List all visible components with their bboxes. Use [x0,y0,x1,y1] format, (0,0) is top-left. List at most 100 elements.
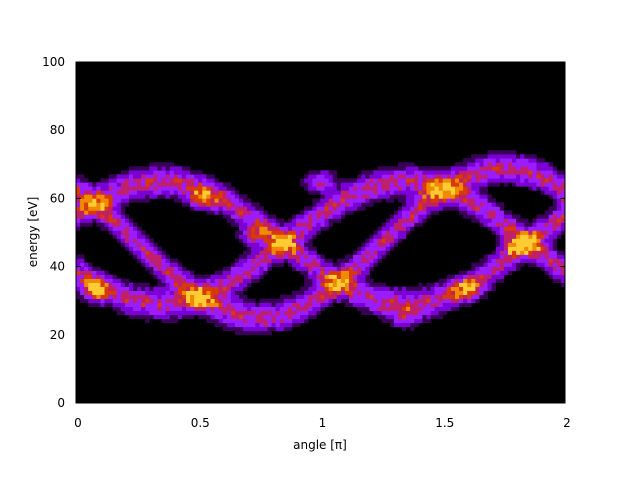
heatmap-cell [304,226,309,231]
heatmap-cell [226,314,232,320]
heatmap-cell [226,274,232,279]
heatmap-cell [271,322,276,328]
heatmap-cell [349,186,354,191]
heatmap-cell [499,230,505,235]
heatmap-cell [377,234,382,239]
heatmap-cell [410,298,415,303]
heatmap-cell [104,198,109,203]
heatmap-cell [141,234,146,239]
heatmap-cell [145,298,150,303]
heatmap-cell [361,310,366,316]
heatmap-cell [373,174,378,179]
heatmap-cell [316,174,321,179]
heatmap-cell [520,262,525,267]
heatmap-cell [198,310,203,316]
heatmap-cell [304,238,309,243]
heatmap-cell [198,278,203,283]
heatmap-cell [112,274,118,279]
heatmap-cell [247,258,252,263]
heatmap-cell [128,282,134,287]
heatmap-cell [430,210,435,215]
heatmap-cell [161,310,166,316]
heatmap-cell [475,162,480,167]
heatmap-cell [328,282,334,287]
heatmap-cell [479,174,484,179]
heatmap-cell [397,166,403,171]
heatmap-cell [308,210,313,215]
heatmap-cell [377,166,382,171]
heatmap-cell [190,178,195,183]
heatmap-cell [116,190,122,195]
heatmap-cell [471,170,476,175]
heatmap-cell [153,186,158,191]
heatmap-cell [239,294,244,299]
heatmap-cell [128,302,134,308]
heatmap-cell [190,182,195,187]
heatmap-cell [503,218,509,223]
heatmap-cell [361,190,366,195]
heatmap-cell [145,254,150,259]
heatmap-cell [344,274,350,279]
heatmap-cell [552,206,558,211]
heatmap-cell [406,306,411,312]
heatmap-cell [108,298,113,303]
heatmap-cell [112,218,118,223]
heatmap-cell [552,214,558,219]
heatmap-cell [263,210,268,215]
heatmap-cell [393,190,399,195]
heatmap-cell [198,314,203,320]
heatmap-cell [251,322,256,328]
heatmap-cell [291,238,297,243]
heatmap-cell [402,290,407,295]
heatmap-cell [487,286,492,291]
heatmap-cell [324,202,329,207]
heatmap-cell [524,238,529,243]
heatmap-cell [340,270,346,275]
heatmap-cell [397,286,403,291]
heatmap-cell [544,238,550,243]
heatmap-cell [369,254,374,259]
heatmap-cell [544,210,550,215]
heatmap-cell [324,266,329,271]
heatmap-cell [328,186,334,191]
heatmap-cell [556,194,562,199]
heatmap-cell [161,182,166,187]
heatmap-cell [463,210,468,215]
heatmap-cell [442,290,448,295]
heatmap-cell [157,182,162,187]
heatmap-cell [141,166,146,171]
heatmap-cell [165,298,171,303]
heatmap-cell [259,270,264,275]
heatmap-cell [402,326,407,332]
heatmap-cell [393,238,399,243]
heatmap-cell [365,254,370,259]
heatmap-cell [548,274,554,279]
heatmap-cell [80,274,85,279]
heatmap-cell [76,278,81,283]
heatmap-cell [100,286,105,291]
heatmap-cell [454,190,460,195]
heatmap-cell [402,322,407,328]
heatmap-cell [287,218,293,223]
heatmap-cell [96,266,101,271]
heatmap-cell [528,166,533,171]
heatmap-cell [133,194,138,199]
heatmap-cell [230,274,236,279]
heatmap-cell [84,186,89,191]
heatmap-cell [393,178,399,183]
heatmap-cell [381,222,387,227]
heatmap-cell [198,274,203,279]
heatmap-cell [161,306,166,312]
heatmap-cell [487,274,492,279]
heatmap-cell [536,218,541,223]
heatmap-cell [263,270,268,275]
heatmap-cell [463,214,468,219]
heatmap-cell [255,322,260,328]
heatmap-cell [304,290,309,295]
heatmap-cell [479,186,484,191]
heatmap-cell [108,206,113,211]
heatmap-cell [76,190,81,195]
heatmap-cell [332,194,338,199]
heatmap-cell [414,210,419,215]
heatmap-cell [426,294,431,299]
